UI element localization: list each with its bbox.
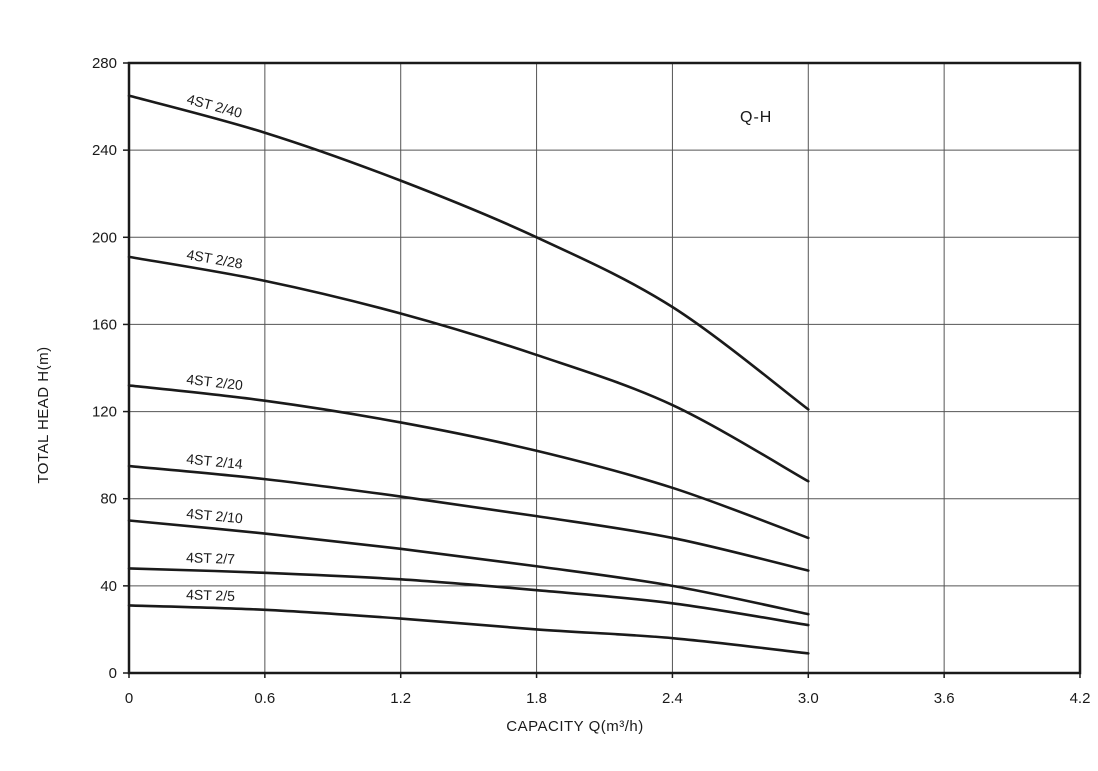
y-tick-label: 160 xyxy=(92,316,117,333)
y-tick-label: 80 xyxy=(100,491,117,508)
x-tick-label: 3.6 xyxy=(934,690,955,707)
y-tick-labels: 0 40 80 120 160 200 240 280 xyxy=(92,55,117,682)
chart-annotation: Q-H xyxy=(740,109,772,126)
curves xyxy=(127,94,810,655)
x-tick-labels: 0 0.6 1.2 1.8 2.4 3.0 3.6 4.2 xyxy=(125,690,1091,707)
y-tick-label: 280 xyxy=(92,55,117,72)
series-label: 4ST 2/40 xyxy=(185,91,244,121)
y-tick-label: 40 xyxy=(100,578,117,595)
series-label: 4ST 2/7 xyxy=(186,549,235,567)
plot-frame xyxy=(127,61,1082,675)
x-tick-label: 1.2 xyxy=(390,690,411,707)
x-tick-label: 3.0 xyxy=(798,690,819,707)
x-tick-label: 1.8 xyxy=(526,690,547,707)
x-tick-label: 0 xyxy=(125,690,133,707)
y-axis-title: TOTAL HEAD H(m) xyxy=(35,346,52,483)
series-line xyxy=(127,384,810,540)
series-label: 4ST 2/14 xyxy=(186,451,244,472)
series-line xyxy=(127,604,810,655)
series-label: 4ST 2/5 xyxy=(186,586,235,604)
series-line xyxy=(127,567,810,627)
series-line xyxy=(127,519,810,616)
grid xyxy=(123,62,1081,678)
series-line xyxy=(127,94,810,411)
series-line xyxy=(127,255,810,483)
y-tick-label: 0 xyxy=(109,665,117,682)
series-label: 4ST 2/10 xyxy=(186,505,244,526)
x-tick-label: 0.6 xyxy=(254,690,275,707)
y-tick-label: 120 xyxy=(92,404,117,421)
x-axis-title: CAPACITY Q(m³/h) xyxy=(506,718,643,735)
x-tick-label: 4.2 xyxy=(1070,690,1091,707)
series-line xyxy=(127,464,810,572)
x-tick-label: 2.4 xyxy=(662,690,683,707)
y-tick-label: 240 xyxy=(92,142,117,159)
y-tick-label: 200 xyxy=(92,229,117,246)
series-label: 4ST 2/20 xyxy=(186,371,244,393)
